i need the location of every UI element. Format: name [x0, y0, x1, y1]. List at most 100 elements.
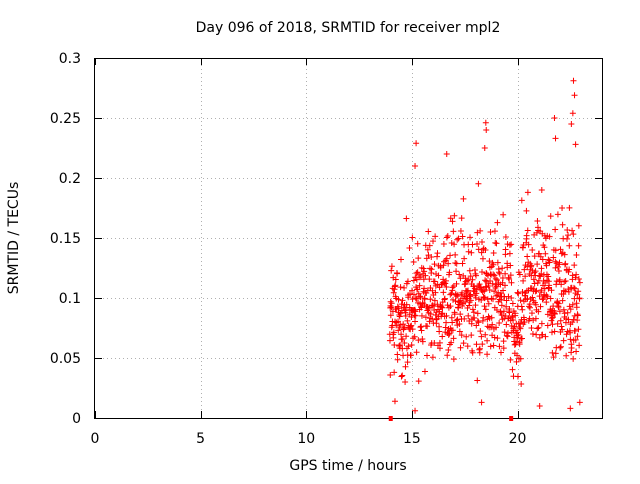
data-point — [538, 320, 545, 327]
data-point — [454, 236, 461, 243]
data-point — [485, 282, 492, 289]
data-point — [446, 269, 453, 276]
data-point — [415, 290, 422, 297]
data-point — [552, 226, 559, 233]
data-point — [567, 306, 574, 313]
data-point — [576, 279, 583, 286]
data-point — [536, 250, 543, 257]
data-point — [473, 341, 480, 348]
data-point — [482, 331, 489, 338]
data-point — [567, 405, 574, 412]
data-point — [490, 261, 497, 268]
data-point — [554, 320, 561, 327]
grid — [95, 58, 602, 418]
data-point — [551, 115, 558, 121]
data-point — [445, 260, 452, 267]
data-point — [517, 297, 524, 304]
data-point — [533, 331, 540, 338]
data-point — [554, 211, 561, 218]
chart-title: Day 096 of 2018, SRMTID for receiver mpl… — [196, 20, 501, 36]
data-point — [560, 287, 567, 294]
data-point — [514, 352, 521, 359]
data-point — [465, 312, 472, 319]
data-point — [394, 351, 401, 358]
data-point — [476, 281, 483, 288]
data-point — [410, 335, 417, 342]
data-point — [499, 265, 506, 272]
data-point — [481, 145, 488, 151]
data-point — [466, 292, 473, 299]
data-point — [443, 319, 450, 326]
data-point — [496, 343, 503, 350]
data-point — [565, 286, 572, 293]
data-point — [442, 280, 449, 287]
data-point — [572, 274, 579, 281]
y-tick-label: 0.3 — [59, 51, 81, 67]
data-point — [495, 269, 502, 276]
data-point — [398, 301, 405, 308]
data-point — [405, 294, 412, 301]
data-point — [564, 226, 571, 233]
data-point — [473, 272, 480, 279]
data-point — [519, 289, 526, 296]
data-point — [453, 260, 460, 267]
data-point — [531, 280, 538, 287]
data-point — [410, 277, 417, 284]
data-point — [480, 314, 487, 321]
data-point — [575, 288, 582, 295]
data-point — [404, 317, 411, 324]
data-point — [529, 294, 536, 301]
data-point — [423, 255, 430, 262]
data-point — [469, 349, 476, 356]
data-point — [484, 351, 491, 358]
data-point — [569, 110, 576, 117]
data-point — [473, 290, 480, 297]
data-point — [402, 313, 409, 320]
data-point — [398, 373, 405, 380]
data-point — [425, 305, 432, 312]
data-point — [567, 329, 574, 336]
data-point — [490, 249, 497, 256]
data-point — [537, 303, 544, 310]
data-point — [531, 253, 538, 260]
data-point — [474, 310, 481, 317]
data-point — [477, 328, 484, 335]
data-point — [574, 291, 581, 298]
data-point — [552, 264, 559, 271]
data-point — [508, 241, 515, 248]
data-point — [542, 333, 549, 340]
data-point — [408, 322, 415, 329]
data-point — [515, 290, 522, 297]
data-point — [542, 250, 549, 257]
y-axis-label: SRMTID / TECUs — [6, 182, 22, 295]
data-point — [513, 338, 520, 345]
data-point — [455, 235, 462, 242]
data-point — [532, 301, 539, 308]
data-point — [430, 238, 437, 245]
data-point — [457, 228, 464, 235]
data-point — [539, 296, 546, 303]
data-point — [390, 334, 397, 341]
data-point — [547, 213, 554, 220]
data-point — [435, 272, 442, 279]
data-point — [557, 246, 564, 253]
data-point — [500, 345, 507, 352]
data-point — [386, 337, 393, 344]
data-point — [572, 141, 579, 148]
data-point — [539, 256, 546, 263]
data-point — [517, 355, 524, 362]
data-point — [475, 180, 482, 187]
data-point — [507, 262, 514, 269]
data-point — [575, 326, 582, 333]
data-point — [486, 258, 493, 265]
data-point — [559, 221, 566, 228]
data-point — [487, 343, 494, 350]
data-point — [434, 250, 441, 257]
data-point — [514, 334, 521, 341]
data-point — [525, 241, 532, 248]
data-point — [511, 341, 518, 348]
data-point — [387, 298, 394, 305]
data-point — [558, 281, 565, 288]
y-tick-label: 0.1 — [59, 291, 81, 307]
